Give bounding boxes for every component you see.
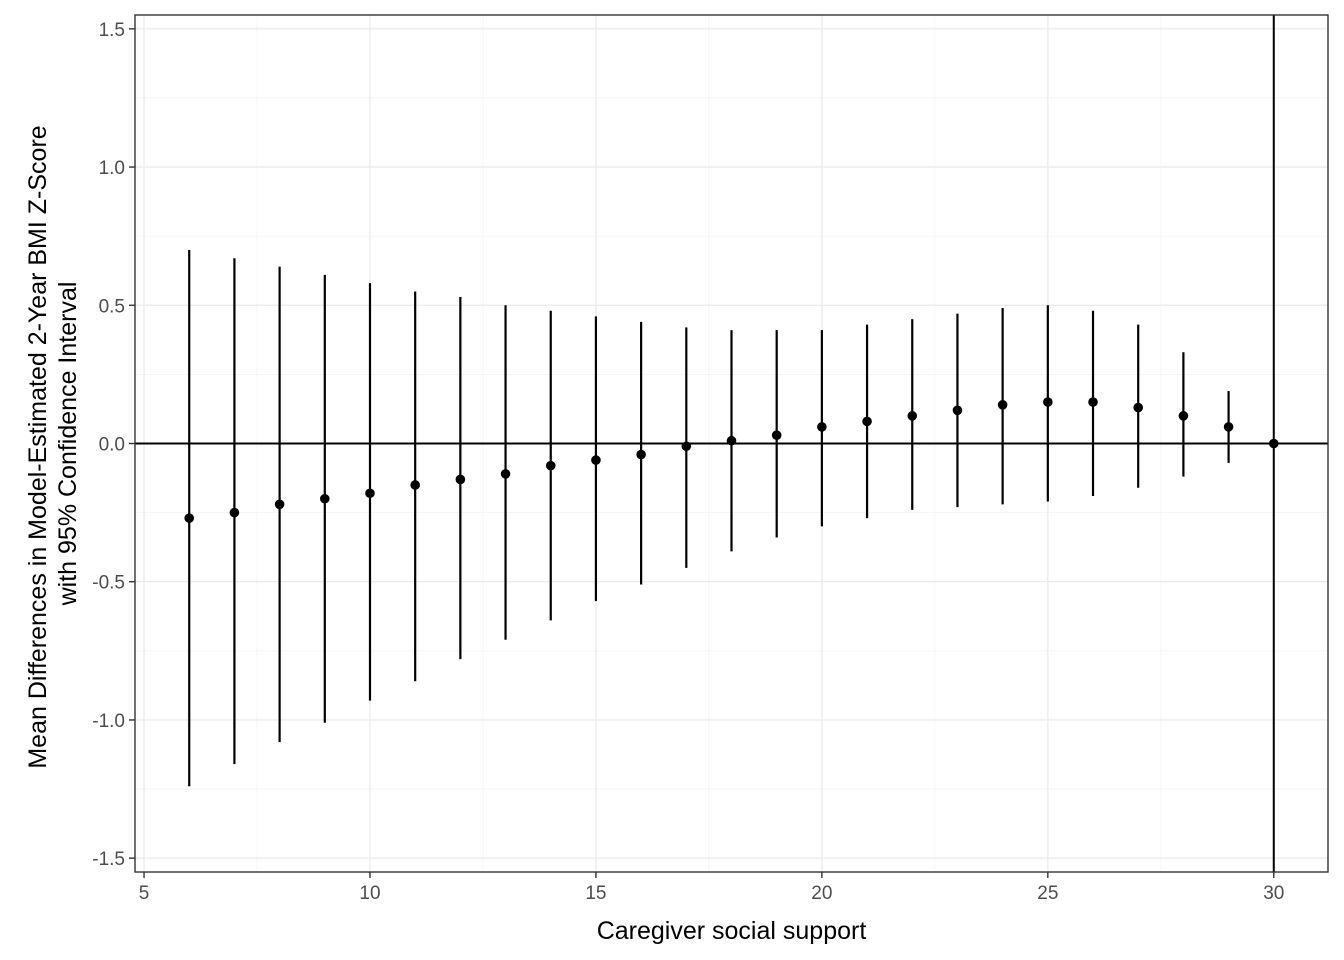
estimate-point — [545, 460, 556, 471]
x-tick-label: 5 — [139, 883, 150, 904]
estimate-point — [184, 513, 195, 523]
estimate-point — [591, 455, 601, 465]
estimate-point — [952, 405, 963, 416]
x-axis-title: Caregiver social support — [597, 917, 867, 945]
y-axis-title-line2: with 95% Confidence Interval — [54, 282, 82, 607]
y-axis-title-line1: Mean Differences in Model-Estimated 2-Ye… — [24, 125, 52, 768]
y-tick-label: 1.5 — [99, 20, 125, 41]
axis-ticks — [129, 28, 1275, 878]
x-tick-label: 15 — [585, 883, 606, 904]
estimate-point — [681, 441, 692, 452]
estimate-point — [907, 411, 918, 421]
estimate-point — [229, 507, 240, 518]
estimate-point — [1133, 402, 1144, 413]
x-tick-label: 20 — [811, 883, 832, 904]
estimate-point — [997, 399, 1008, 410]
x-tick-label: 10 — [359, 883, 380, 904]
y-tick-labels: -1.5 -1.0 -0.5 0.0 0.5 1.0 1.5 — [92, 20, 125, 870]
estimate-point — [319, 493, 330, 504]
x-tick-label: 30 — [1263, 883, 1284, 904]
estimate-point — [817, 422, 827, 432]
y-tick-label: -1.5 — [92, 849, 125, 870]
y-tick-label: -1.0 — [92, 711, 125, 732]
estimate-point — [365, 488, 375, 499]
estimate-point — [1043, 397, 1053, 407]
estimate-point — [1223, 422, 1234, 432]
estimate-point — [1088, 397, 1098, 407]
estimate-point — [410, 480, 420, 490]
y-tick-label: 0.5 — [99, 296, 125, 317]
y-tick-label: 1.0 — [99, 158, 125, 179]
data-marks — [184, 249, 1279, 787]
estimate-point — [500, 469, 511, 479]
y-axis-title: Mean Differences in Model-Estimated 2-Ye… — [24, 118, 82, 768]
estimate-point — [726, 435, 737, 446]
estimate-point — [862, 416, 872, 427]
x-tick-label: 25 — [1037, 883, 1058, 904]
y-tick-label: -0.5 — [92, 573, 125, 594]
estimate-point — [1178, 411, 1189, 421]
y-tick-label: 0.0 — [99, 435, 125, 456]
estimate-point — [771, 430, 782, 441]
estimate-point — [636, 449, 646, 460]
estimate-point — [274, 499, 285, 510]
estimate-point — [1268, 438, 1279, 449]
estimate-point — [455, 474, 466, 485]
x-tick-labels: 5 10 15 20 25 30 — [139, 883, 1285, 904]
